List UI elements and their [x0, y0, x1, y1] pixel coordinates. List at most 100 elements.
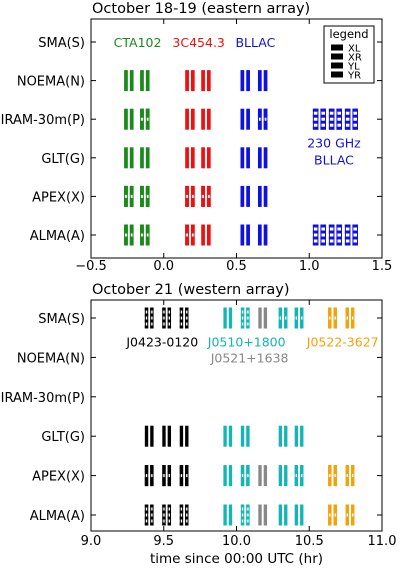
scan-marker — [240, 465, 250, 487]
scan-marker — [140, 108, 150, 130]
source-label: J0510+1800 — [207, 335, 286, 350]
x-axis-label: time since 00:00 UTC (hr) — [150, 551, 323, 567]
x-tick-label: 10.0 — [222, 534, 251, 549]
scan-marker — [294, 425, 304, 447]
scan-marker — [240, 224, 250, 246]
scan-marker — [278, 465, 288, 487]
scan-marker — [144, 425, 154, 447]
scan-marker — [144, 307, 154, 329]
scan-marker — [162, 425, 172, 447]
y-tick-label: SMA(S) — [38, 312, 85, 327]
source-label: BLLAC — [314, 153, 354, 168]
source-label: J0423-0120 — [125, 335, 198, 350]
scan-marker — [258, 465, 268, 487]
legend-entry: YL — [347, 62, 360, 73]
y-tick-label: GLT(G) — [41, 152, 85, 167]
x-tick-label: 1.0 — [299, 259, 320, 274]
scan-marker — [124, 224, 134, 246]
y-tick-label: APEX(X) — [32, 470, 85, 485]
x-tick-label: 0.5 — [226, 259, 247, 274]
scan-marker — [328, 307, 337, 329]
scan-marker — [144, 504, 154, 526]
x-tick-label: 0.0 — [153, 259, 174, 274]
scan-marker — [179, 425, 189, 447]
scan-marker — [223, 504, 233, 526]
scan-marker — [223, 307, 233, 329]
chart-panel-2: October 21 (western array) SMA(S) NOEMA(N)… — [1, 282, 397, 567]
x-tick-label: 1.5 — [372, 259, 393, 274]
scan-marker — [344, 108, 358, 130]
legend-entry: XR — [348, 53, 362, 64]
scan-marker — [201, 108, 211, 130]
scan-marker — [124, 108, 134, 130]
scan-marker — [312, 224, 326, 246]
scan-marker — [257, 224, 268, 246]
source-label: BLLAC — [235, 35, 275, 50]
chart-panel-1: October 18-19 (eastern array) SMA(S) NOEMA… — [1, 1, 393, 274]
scan-marker — [344, 224, 358, 246]
legend-entry: YR — [347, 71, 361, 82]
scan-marker — [140, 70, 150, 92]
scan-marker — [294, 465, 304, 487]
source-label: J0521+1638 — [210, 350, 289, 365]
scan-marker — [258, 307, 268, 329]
scan-marker — [223, 465, 233, 487]
legend-swatch — [331, 53, 343, 60]
scan-marker — [201, 224, 211, 246]
scan-marker — [240, 185, 250, 207]
scan-marker — [328, 465, 337, 487]
scan-marker — [278, 307, 288, 329]
scan-marker — [201, 70, 211, 92]
scan-marker — [328, 224, 342, 246]
scan-marker — [257, 147, 268, 169]
scan-marker — [240, 425, 250, 447]
x-tick-label: −0.5 — [75, 259, 107, 274]
x-tick-label: 10.5 — [295, 534, 324, 549]
scan-marker — [140, 185, 150, 207]
scan-marker — [240, 307, 250, 329]
scan-marker — [345, 307, 355, 329]
source-label: J0522-3627 — [306, 335, 379, 350]
y-tick-label: NOEMA(N) — [17, 75, 85, 90]
scan-marker — [240, 147, 250, 169]
scan-marker — [185, 108, 195, 130]
source-label: 3C454.3 — [172, 35, 224, 50]
chart-title: October 18-19 (eastern array) — [92, 1, 310, 17]
scan-marker — [162, 307, 172, 329]
scan-marker — [278, 425, 288, 447]
y-tick-label: ALMA(A) — [30, 509, 85, 524]
y-tick-label: IRAM-30m(P) — [1, 113, 85, 128]
scan-marker — [223, 425, 233, 447]
y-tick-label: NOEMA(N) — [17, 351, 85, 366]
scan-marker — [124, 70, 134, 92]
scan-marker — [179, 307, 189, 329]
scan-marker — [162, 504, 172, 526]
source-label: 230 GHz — [307, 135, 361, 150]
scan-marker — [240, 70, 250, 92]
x-tick-label: 9.0 — [81, 534, 102, 549]
legend-title: legend — [329, 27, 368, 41]
legend-entry: XL — [348, 44, 361, 55]
scan-marker — [185, 70, 195, 92]
scan-marker — [257, 108, 268, 130]
legend-swatch — [331, 62, 343, 69]
y-tick-label: APEX(X) — [32, 190, 85, 205]
scan-marker — [312, 108, 326, 130]
source-label: CTA102 — [114, 35, 162, 50]
scan-marker — [201, 185, 211, 207]
y-tick-label: IRAM-30m(P) — [1, 391, 85, 406]
x-tick-label: 11.0 — [368, 534, 397, 549]
scan-marker — [201, 147, 211, 169]
y-tick-label: ALMA(A) — [30, 229, 85, 244]
scan-marker — [162, 465, 172, 487]
scan-marker — [140, 224, 150, 246]
x-tick-label: 9.5 — [153, 534, 174, 549]
scan-marker — [240, 108, 250, 130]
scan-marker — [185, 224, 195, 246]
scan-marker — [124, 147, 134, 169]
legend-swatch — [331, 71, 343, 78]
scan-marker — [328, 504, 337, 526]
scan-marker — [257, 185, 268, 207]
scan-marker — [328, 108, 342, 130]
